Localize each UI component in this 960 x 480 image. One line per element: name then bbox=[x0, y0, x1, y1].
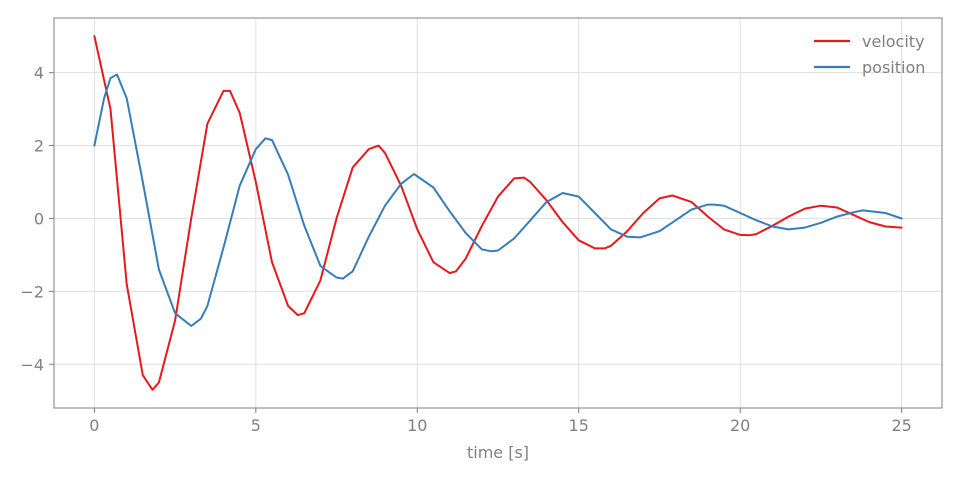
y-tick-label: 4 bbox=[34, 64, 44, 83]
x-tick-label: 20 bbox=[730, 416, 750, 435]
x-tick-label: 25 bbox=[891, 416, 911, 435]
series-line-position bbox=[93, 73, 903, 327]
x-tick-label: 10 bbox=[407, 416, 427, 435]
grid bbox=[54, 18, 942, 408]
y-tick-label: 2 bbox=[34, 137, 44, 156]
legend-label-position: position bbox=[862, 58, 925, 77]
x-tick-label: 0 bbox=[89, 416, 99, 435]
x-tick-label: 5 bbox=[251, 416, 261, 435]
y-axis: −4 −2 0 2 4 bbox=[20, 64, 54, 374]
x-axis: 0 5 10 15 20 25 bbox=[89, 408, 912, 435]
y-tick-label: −4 bbox=[20, 355, 44, 374]
legend-label-velocity: velocity bbox=[862, 32, 925, 51]
y-tick-label: −2 bbox=[20, 282, 44, 301]
legend: velocity position bbox=[814, 32, 925, 77]
x-tick-label: 15 bbox=[569, 416, 589, 435]
series-layer bbox=[93, 35, 903, 391]
x-axis-label: time [s] bbox=[467, 443, 529, 462]
plot-frame bbox=[53, 17, 943, 409]
y-tick-label: 0 bbox=[34, 209, 44, 228]
series-line-velocity bbox=[93, 35, 903, 391]
